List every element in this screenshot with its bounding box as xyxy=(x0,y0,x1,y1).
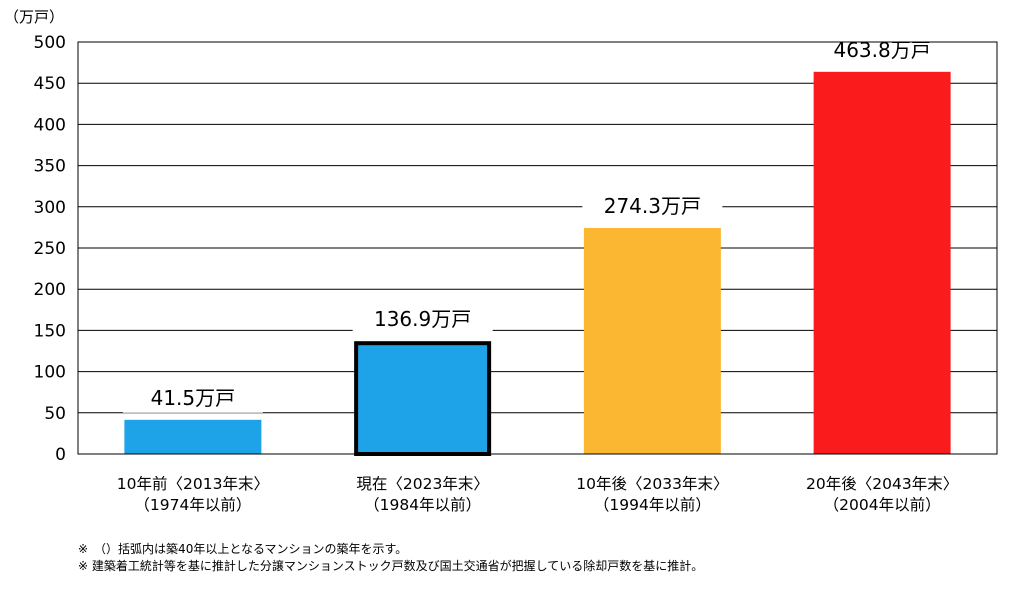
data-label-background xyxy=(582,190,723,221)
data-label-1: 41.5万戸 xyxy=(151,386,236,410)
y-axis-ticks: 0 50 100 150 200 250 300 350 400 450 500 xyxy=(34,33,66,465)
x-axis-labels: 10年前〈2013年末〉 （1974年以前） 現在〈2023年末〉 （1984年以前）… xyxy=(117,475,958,514)
y-tick-label: 500 xyxy=(34,33,66,53)
x-category-label-3-line-1: 10年後〈2033年末〉 xyxy=(576,475,728,493)
x-category-label-2-line-1: 現在〈2023年末〉 xyxy=(356,475,488,493)
y-tick-label: 100 xyxy=(34,363,66,383)
bar-2 xyxy=(354,341,492,456)
data-label-background xyxy=(812,34,953,65)
x-category-label-2-line-2: （1984年以前） xyxy=(364,496,481,514)
y-tick-label: 200 xyxy=(34,280,66,300)
y-tick-label: 50 xyxy=(44,404,66,424)
bar-1 xyxy=(124,419,262,454)
y-tick-label: 300 xyxy=(34,198,66,218)
y-tick-label: 150 xyxy=(34,321,66,341)
footnote-2: ※ 建築着工統計等を基に推計した分譲マンションストック戸数及び国土交通省が把握し… xyxy=(78,559,704,573)
bars xyxy=(124,71,951,456)
plot-frame xyxy=(77,41,998,455)
footnotes: ※ （）括弧内は築40年以上となるマンションの築年を示す。 ※ 建築着工統計等を… xyxy=(78,541,703,575)
y-tick-label: 0 xyxy=(55,445,66,465)
y-axis-unit-label: （万戸） xyxy=(4,8,64,26)
x-category-label-3-line-2: （1994年以前） xyxy=(594,496,711,514)
footnote-1: ※ （）括弧内は築40年以上となるマンションの築年を示す。 xyxy=(78,542,408,556)
y-tick-label: 250 xyxy=(34,239,66,259)
x-category-label-4-line-2: （2004年以前） xyxy=(824,496,941,514)
x-category-label-1-line-2: （1974年以前） xyxy=(134,496,251,514)
bar-4 xyxy=(813,71,951,454)
data-labels: 41.5万戸 136.9万戸 274.3万戸 463.8万戸 xyxy=(122,34,953,413)
x-category-label-4-line-1: 20年後〈2043年末〉 xyxy=(806,475,958,493)
bar-chart: （万戸） 0 50 100 150 200 250 300 350 400 450 500 41.5… xyxy=(4,8,998,514)
data-label-background xyxy=(122,382,263,413)
data-label-3: 274.3万戸 xyxy=(604,194,701,218)
data-label-4: 463.8万戸 xyxy=(833,38,930,62)
data-label-background xyxy=(352,304,493,335)
y-tick-label: 400 xyxy=(34,115,66,135)
data-label-2: 136.9万戸 xyxy=(374,307,471,331)
x-category-label-1-line-1: 10年前〈2013年末〉 xyxy=(117,475,269,493)
y-tick-label: 450 xyxy=(34,74,66,94)
y-tick-label: 350 xyxy=(34,157,66,177)
gridlines xyxy=(78,82,997,414)
bar-3 xyxy=(583,227,721,454)
